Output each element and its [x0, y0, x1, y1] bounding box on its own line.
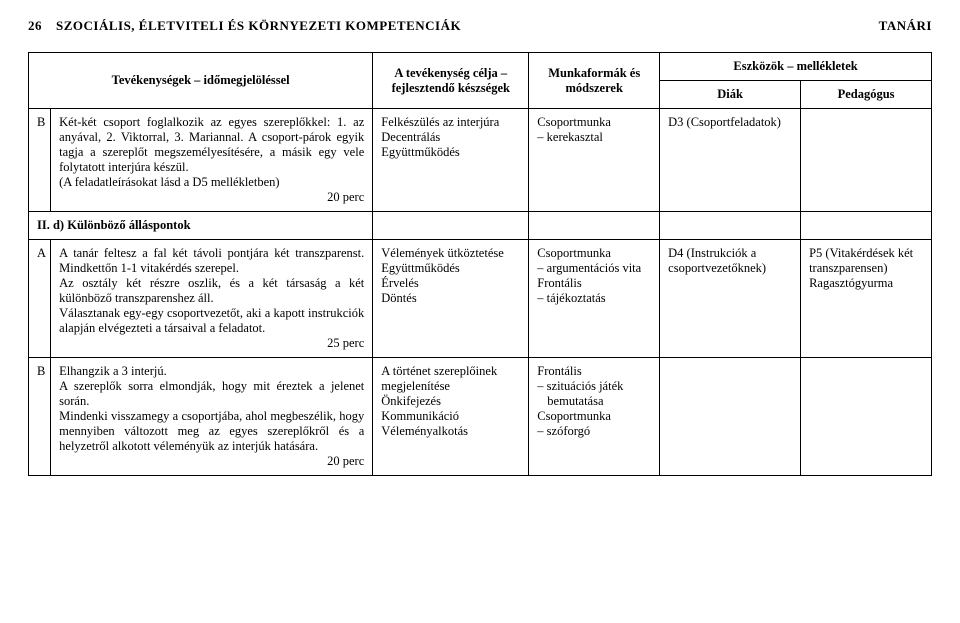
method-cell: Frontális– szituációs játék bemutatásaCs… — [529, 358, 660, 476]
activity-cell: Két-két csoport foglalkozik az egyes sze… — [51, 109, 373, 212]
goal-cell: Vélemények ütköztetéseEgyüttműködésÉrvel… — [373, 240, 529, 358]
page-header: 26 SZOCIÁLIS, ÉLETVITELI ÉS KÖRNYEZETI K… — [28, 18, 932, 34]
time-label: 25 perc — [59, 336, 364, 351]
empty-cell — [660, 212, 801, 240]
th-tool-teacher: Pedagógus — [801, 81, 932, 109]
tool-teacher-cell — [801, 109, 932, 212]
row-letter: B — [29, 358, 51, 476]
header-title-left: SZOCIÁLIS, ÉLETVITELI ÉS KÖRNYEZETI KOMP… — [56, 18, 461, 34]
lesson-plan-table: Tevékenységek – időmegjelöléssel A tevék… — [28, 52, 932, 476]
tool-teacher-cell: P5 (Vitakérdések két transzparensen)Raga… — [801, 240, 932, 358]
th-goals: A tevékenység célja – fejlesztendő készs… — [373, 53, 529, 109]
th-tool-student: Diák — [660, 81, 801, 109]
empty-cell — [529, 212, 660, 240]
tool-teacher-cell — [801, 358, 932, 476]
goal-cell: Felkészülés az interjúraDecentrálásEgyüt… — [373, 109, 529, 212]
th-tools: Eszközök – mellékletek — [660, 53, 932, 81]
th-methods: Munkaformák és módszerek — [529, 53, 660, 109]
row-letter: B — [29, 109, 51, 212]
time-label: 20 perc — [59, 454, 364, 469]
th-activities: Tevékenységek – időmegjelöléssel — [29, 53, 373, 109]
tool-student-cell: D3 (Csoportfeladatok) — [660, 109, 801, 212]
activity-cell: Elhangzik a 3 interjú.A szereplők sorra … — [51, 358, 373, 476]
empty-cell — [373, 212, 529, 240]
tool-student-cell: D4 (Instrukciók a csoportvezetőknek) — [660, 240, 801, 358]
row-letter: A — [29, 240, 51, 358]
activity-cell: A tanár feltesz a fal két távoli pontjár… — [51, 240, 373, 358]
empty-cell — [801, 212, 932, 240]
method-cell: Csoportmunka– kerekasztal — [529, 109, 660, 212]
method-cell: Csoportmunka– argumentációs vitaFrontáli… — [529, 240, 660, 358]
section-label: II. d) Különböző álláspontok — [29, 212, 373, 240]
time-label: 20 perc — [59, 190, 364, 205]
page-number: 26 — [28, 18, 42, 34]
tool-student-cell — [660, 358, 801, 476]
goal-cell: A történet szereplőinek megjelenítéseÖnk… — [373, 358, 529, 476]
header-title-right: TANÁRI — [879, 18, 932, 34]
